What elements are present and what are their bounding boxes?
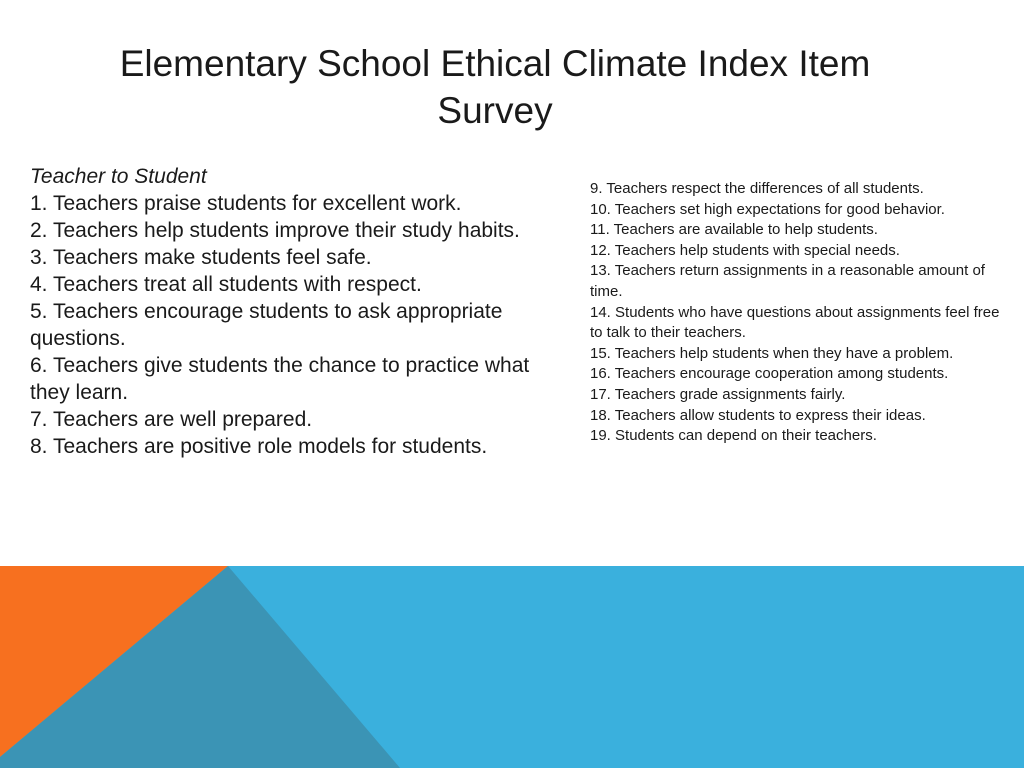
list-item: 16. Teachers encourage cooperation among…: [590, 365, 949, 383]
section-heading: Teacher to Student: [30, 165, 207, 188]
list-item: 2. Teachers help students improve their …: [30, 219, 520, 242]
list-item: 9. Teachers respect the differences of a…: [590, 180, 924, 197]
dark-blue-triangle: [0, 566, 400, 768]
list-item: 14. Students who have questions about as…: [590, 303, 1000, 342]
list-item: 19. Students can depend on their teacher…: [590, 427, 877, 445]
list-item: 11. Teachers are available to help stude…: [590, 221, 878, 239]
left-column: Teacher to Student 1. Teachers praise st…: [30, 163, 560, 460]
list-item: 12. Teachers help students with special …: [590, 241, 900, 259]
list-item: 18. Teachers allow students to express t…: [590, 406, 926, 424]
list-item: 4. Teachers treat all students with resp…: [30, 273, 422, 296]
list-item: 7. Teachers are well prepared.: [30, 408, 313, 431]
list-item: 10. Teachers set high expectations for g…: [590, 200, 945, 218]
list-item: 15. Teachers help students when they hav…: [590, 344, 954, 362]
list-item: 3. Teachers make students feel safe.: [30, 246, 372, 269]
list-item: 6. Teachers give students the chance to …: [30, 354, 530, 404]
list-item: 17. Teachers grade assignments fairly.: [590, 385, 846, 403]
slide-title: Elementary School Ethical Climate Index …: [119, 43, 871, 131]
list-item: 1. Teachers praise students for excellen…: [30, 192, 462, 215]
list-item: 13. Teachers return assignments in a rea…: [590, 262, 985, 300]
list-item: 5. Teachers encourage students to ask ap…: [30, 300, 503, 350]
right-column: 9. Teachers respect the differences of a…: [590, 179, 1010, 447]
list-item: 8. Teachers are positive role models for…: [30, 435, 488, 458]
